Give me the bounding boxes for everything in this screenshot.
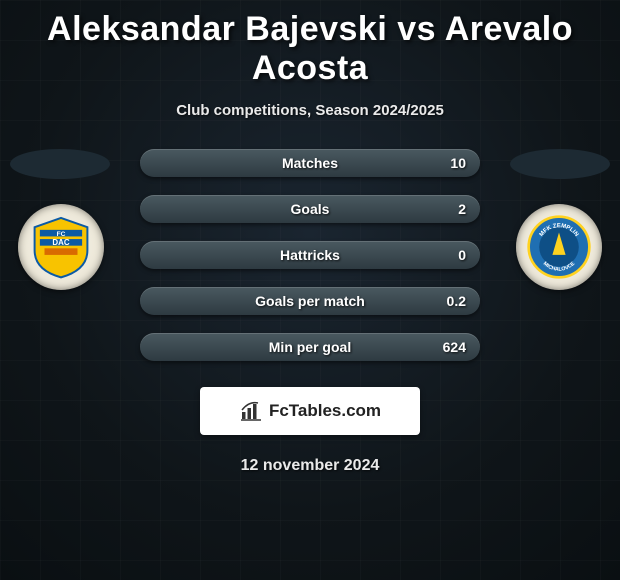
bar-chart-icon	[239, 399, 263, 423]
brand-box: FcTables.com	[200, 387, 420, 435]
date-text: 12 november 2024	[0, 457, 620, 475]
stat-row-min-per-goal: Min per goal 624	[140, 333, 480, 361]
stat-row-matches: Matches 10	[140, 149, 480, 177]
dac-crest-icon: FC DAC	[28, 214, 94, 280]
stat-label: Hattricks	[280, 247, 340, 263]
comparison-panel: FC DAC MFK ZEMPLIN MICHALOVCE Matches 10…	[0, 149, 620, 369]
page-title: Aleksandar Bajevski vs Arevalo Acosta	[0, 0, 620, 88]
stat-value-right: 624	[443, 339, 466, 355]
stat-label: Min per goal	[269, 339, 351, 355]
left-club-badge: FC DAC	[18, 204, 104, 290]
stat-value-right: 10	[450, 155, 466, 171]
stat-label: Goals per match	[255, 293, 365, 309]
stat-value-right: 0	[458, 247, 466, 263]
right-club-badge: MFK ZEMPLIN MICHALOVCE	[516, 204, 602, 290]
brand-text: FcTables.com	[269, 401, 381, 421]
mfk-crest-icon: MFK ZEMPLIN MICHALOVCE	[526, 214, 592, 280]
stat-rows: Matches 10 Goals 2 Hattricks 0 Goals per…	[140, 149, 480, 379]
svg-text:DAC: DAC	[52, 238, 69, 247]
subtitle: Club competitions, Season 2024/2025	[0, 102, 620, 119]
stat-row-goals: Goals 2	[140, 195, 480, 223]
left-player-oval	[10, 149, 110, 179]
stat-label: Goals	[291, 201, 330, 217]
svg-text:FC: FC	[57, 231, 66, 238]
right-player-oval	[510, 149, 610, 179]
stat-row-goals-per-match: Goals per match 0.2	[140, 287, 480, 315]
stat-label: Matches	[282, 155, 338, 171]
stat-value-right: 2	[458, 201, 466, 217]
stat-row-hattricks: Hattricks 0	[140, 241, 480, 269]
stat-value-right: 0.2	[447, 293, 466, 309]
